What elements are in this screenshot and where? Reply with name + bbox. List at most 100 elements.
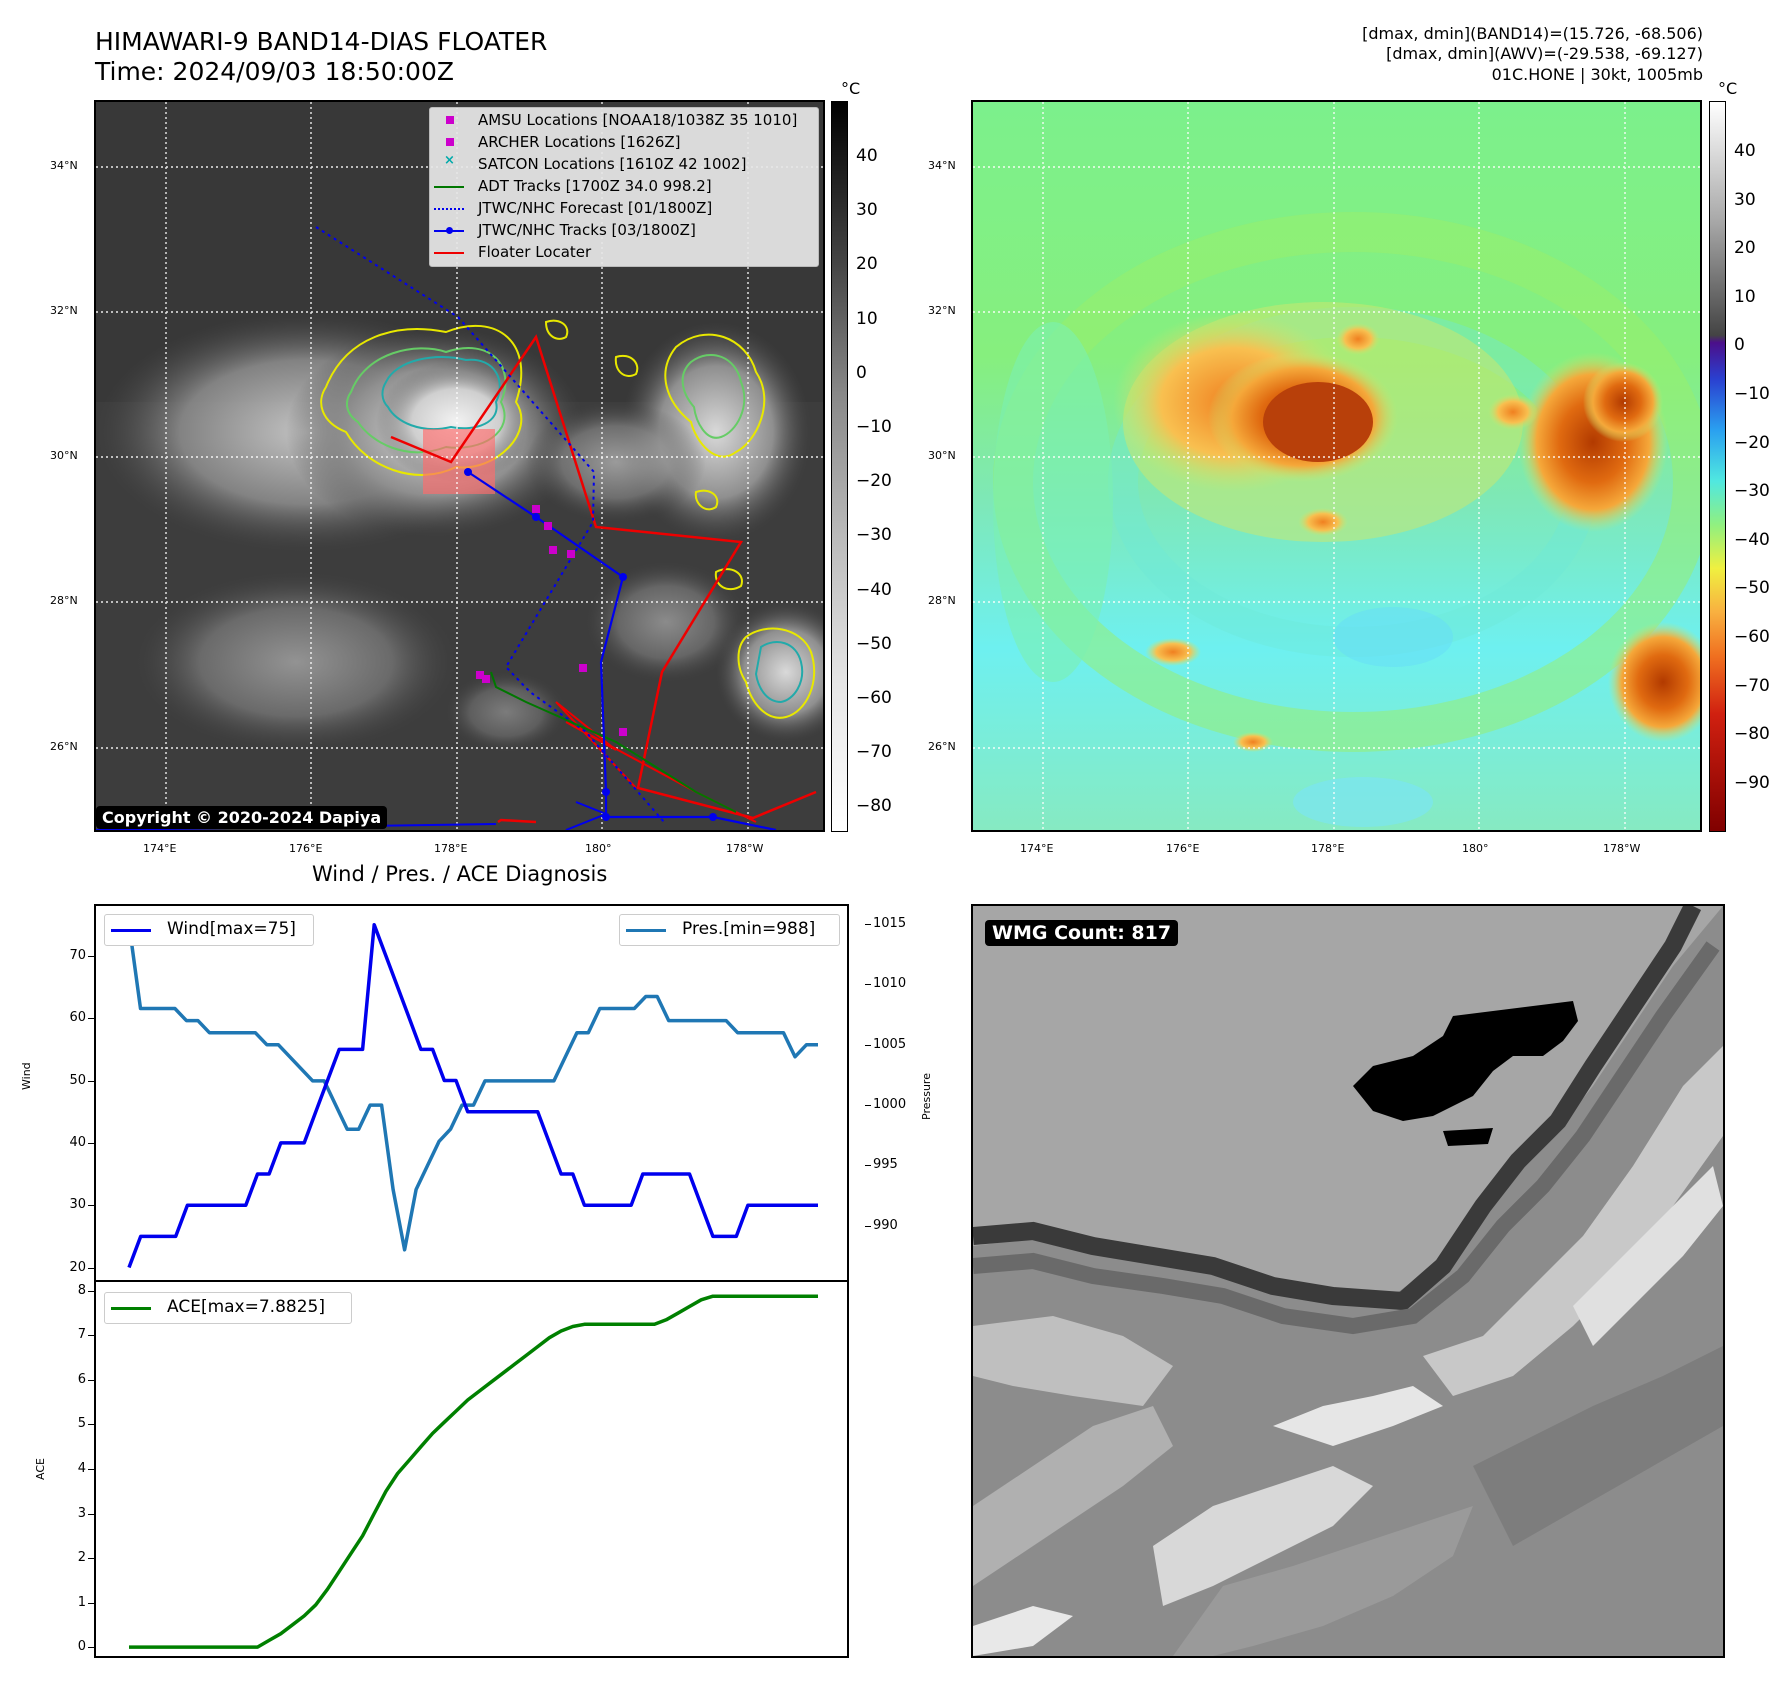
ace-tick: 5 [77,1416,86,1432]
pressure-series-line [127,923,818,1252]
pressure-tick: 995 [873,1157,898,1173]
ace-tick: 6 [77,1371,86,1387]
ace-tick-mark [88,1335,94,1337]
ace-tick-mark [88,1424,94,1426]
wind-tick-mark [88,1080,94,1082]
map-legend: AMSU Locations [NOAA18/1038Z 35 1010] AR… [429,107,819,267]
info-storm-status: 01C.HONE | 30kt, 1005mb [1491,65,1703,84]
dotted-line-icon [434,208,464,210]
lon-label: 178°E [1311,842,1345,855]
awv-map-imagery [973,102,1700,830]
colorbar-tick: −50 [1734,578,1770,599]
lat-label: 30°N [928,449,956,462]
lat-label: 34°N [928,159,956,172]
wind-tick-mark [88,1018,94,1020]
timestamp: Time: 2024/09/03 18:50:00Z [95,57,454,86]
colorbar-tick: −70 [856,742,892,763]
amsu-archer-locations [476,505,627,736]
page-title: HIMAWARI-9 BAND14-DIAS FLOATER [95,27,548,56]
colorbar-tick: −10 [1734,384,1770,404]
wmg-count-badge: WMG Count: 817 [985,920,1179,946]
wind-tick-mark [88,955,94,957]
colorbar-tick: 20 [856,254,878,275]
wmg-panel: WMG Count: 817 [971,904,1725,1658]
ace-tick-mark [88,1513,94,1515]
colorbar-tick: 10 [856,308,878,329]
pressure-tick-mark [865,924,871,926]
line-marker-icon [434,252,464,254]
pressure-tick-mark [865,984,871,986]
pressure-tick-mark [865,1044,871,1046]
grayscale-colorbar [831,101,848,832]
pressure-tick: 990 [873,1217,898,1233]
lon-label: 178°W [726,842,764,855]
colorbar-tick: −40 [856,579,892,600]
line-marker-icon [626,929,666,932]
wind-tick-mark [88,1205,94,1207]
ace-tick: 7 [77,1327,86,1343]
colorbar-tick: 10 [1734,286,1756,307]
ace-tick: 1 [77,1594,86,1610]
pressure-tick-mark [865,1225,871,1227]
colorbar-tick: −60 [1734,627,1770,647]
ace-tick-mark [88,1290,94,1292]
square-marker-icon [446,138,454,146]
lat-label: 28°N [50,594,78,607]
wind-tick-mark [88,1267,94,1269]
wind-axis-label: Wind [20,1062,33,1090]
colorbar-tick: 0 [1734,335,1745,356]
colorbar-tick: 30 [856,200,878,221]
ace-tick-mark [88,1558,94,1560]
adt-track [490,671,737,813]
colorbar-tick: −20 [1734,432,1770,453]
wmg-imagery [973,906,1723,1656]
awv-map-panel [971,100,1702,832]
lon-label: 174°E [143,842,177,855]
copyright-badge: Copyright © 2020-2024 Dapiya [96,806,388,829]
lon-label: 178°W [1603,842,1641,855]
floater-locater-track [390,334,817,820]
lat-label: 32°N [50,304,78,317]
pressure-tick: 1010 [873,976,907,992]
wind-tick: 30 [69,1197,86,1213]
lon-label: 180° [1462,842,1489,855]
lat-label: 32°N [928,304,956,317]
colorbar-tick: −90 [1734,772,1770,793]
wind-tick: 70 [69,947,86,963]
pressure-legend: Pres.[min=988] [619,914,840,946]
wind-tick: 40 [69,1134,86,1150]
lon-label: 176°E [1166,842,1200,855]
storm-tracks [96,226,817,830]
colorbar-tick: 40 [1734,141,1756,161]
pressure-tick-mark [865,1165,871,1167]
colorbar-tick: −80 [1734,724,1770,745]
wind-legend: Wind[max=75] [104,914,314,946]
wind-tick-mark [88,1142,94,1144]
colorbar-tick: 40 [856,146,878,166]
pressure-tick: 1000 [873,1097,907,1113]
lat-label: 34°N [50,159,78,172]
lon-label: 180° [585,842,612,855]
ace-tick-mark [88,1602,94,1604]
awv-gridlines [973,102,1700,830]
colorbar-tick: 20 [1734,238,1756,259]
colorbar-tick: 0 [856,362,867,383]
lon-label: 174°E [1020,842,1054,855]
ir-map-panel: AMSU Locations [NOAA18/1038Z 35 1010] AR… [94,100,825,832]
ace-panel: ACE[max=7.8825] [94,1280,849,1658]
colorbar-tick: −60 [856,688,892,708]
ace-tick: 0 [77,1639,86,1655]
wind-tick: 20 [69,1259,86,1275]
colorbar-tick: −70 [1734,675,1770,696]
colorbar-tick: −30 [856,525,892,546]
colorbar-tick: −50 [856,633,892,654]
x-marker-icon: × [444,153,455,168]
info-awv-range: [dmax, dmin](AWV)=(-29.538, -69.127) [1386,44,1703,63]
diagnosis-title: Wind / Pres. / ACE Diagnosis [312,862,608,886]
ace-series-line [129,1294,818,1649]
lon-label: 176°E [289,842,323,855]
colorbar-tick: −30 [1734,481,1770,502]
wind-tick: 50 [69,1072,86,1088]
lat-label: 26°N [928,740,956,753]
pressure-tick-mark [865,1105,871,1107]
